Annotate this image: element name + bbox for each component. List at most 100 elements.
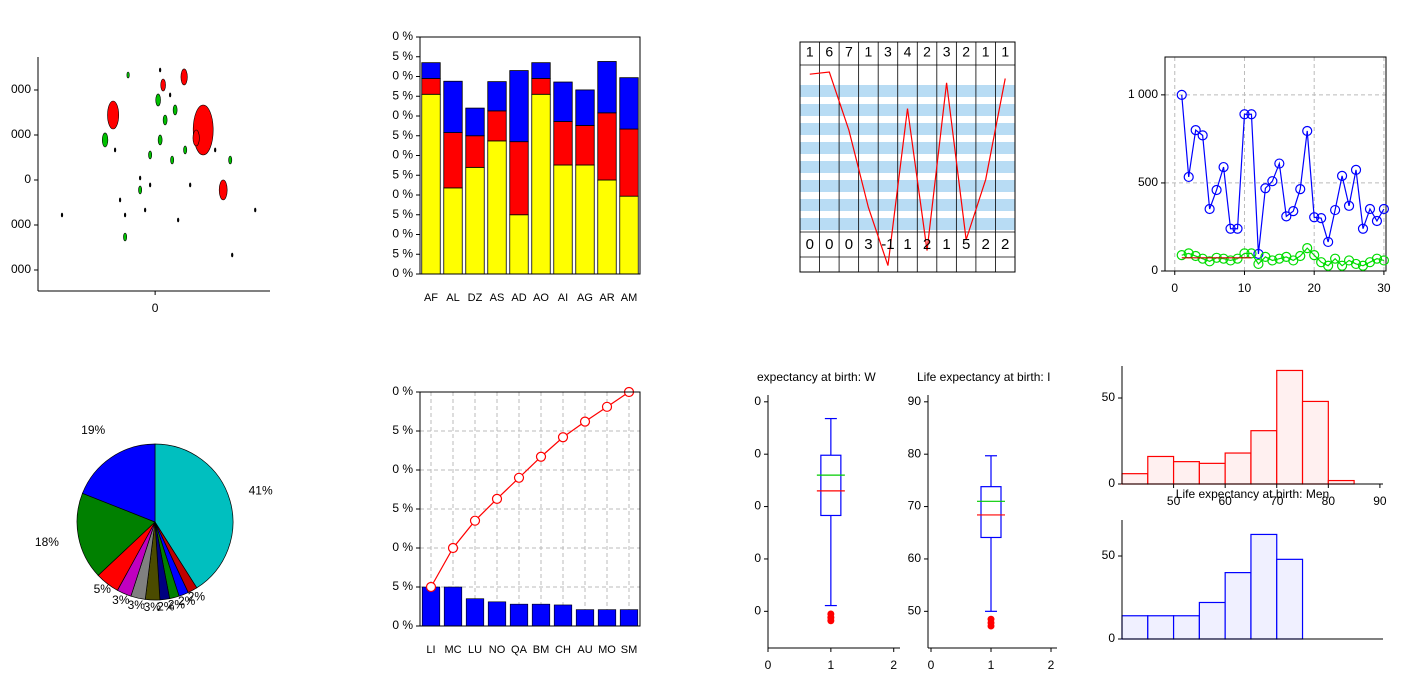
table-header: 2 (962, 44, 970, 60)
point (1295, 183, 1306, 195)
y-tick-label: 5 % (392, 167, 413, 181)
pie-slice (154, 443, 234, 589)
slice-label: 2% (188, 590, 206, 604)
point (1197, 253, 1208, 264)
x-tick-label: 50 (1167, 494, 1181, 508)
point (1218, 253, 1229, 264)
x-tick-label: 2 (1048, 658, 1055, 672)
bar-segment (509, 70, 529, 143)
table-header: 2 (923, 44, 931, 60)
histogram-bar (1172, 461, 1200, 485)
bubble (148, 150, 153, 160)
point (1267, 255, 1278, 266)
bar-segment (575, 164, 595, 275)
bubble (126, 71, 130, 79)
table-footer: 1 (903, 236, 911, 253)
x-tick-label: AS (490, 292, 505, 304)
y-tick-label: 0 % (392, 266, 413, 280)
plot-frame (419, 36, 641, 275)
bubble (189, 182, 192, 188)
x-tick-label: 0 (152, 301, 159, 315)
point (1197, 130, 1208, 141)
pie-slice (76, 492, 156, 576)
bar (421, 586, 441, 627)
bar-segment (531, 93, 551, 275)
x-tick-label: DZ (468, 292, 483, 304)
point (1336, 260, 1348, 271)
bubble (113, 147, 117, 153)
y-tick-label: 5 % (392, 423, 413, 437)
y-tick-label: 0 (754, 604, 761, 618)
point (491, 493, 503, 504)
point (1378, 203, 1390, 215)
table-footer: -1 (881, 236, 894, 253)
table-header: 3 (943, 44, 951, 60)
bar-segment (575, 89, 595, 126)
bubble (170, 155, 175, 165)
x-tick-label: 80 (1322, 494, 1336, 508)
point (579, 416, 591, 427)
bar-segment (619, 195, 639, 275)
bar (575, 609, 595, 627)
bar-segment (421, 78, 441, 95)
histogram-bar (1250, 430, 1278, 485)
histogram-bar (1198, 462, 1226, 485)
y-tick-label: 0 % (392, 540, 413, 554)
slice-label: 3% (112, 593, 130, 607)
bubble (149, 182, 152, 188)
cell-shade (800, 142, 1015, 154)
point (1316, 213, 1327, 224)
point (601, 401, 613, 412)
point (1309, 212, 1320, 223)
y-tick-label: 000 (11, 82, 31, 96)
bar (531, 603, 551, 627)
bar-segment (553, 121, 573, 166)
bubble (172, 104, 178, 116)
x-axis-label: Life expectancy at birth: Men (1176, 487, 1329, 501)
bubble (155, 93, 161, 107)
bar-segment (443, 80, 463, 133)
y-tick-label: 5 % (392, 128, 413, 142)
y-tick-label: 0 (1151, 263, 1158, 277)
point (1253, 248, 1264, 260)
bar-segment (619, 128, 639, 197)
table-header: 1 (806, 44, 814, 60)
y-tick-label: 70 (908, 499, 922, 513)
y-tick-label: 5 % (392, 246, 413, 260)
x-tick-label: MO (598, 644, 616, 656)
point (1232, 253, 1243, 264)
histogram-bar (1327, 479, 1355, 485)
histogram-bar (1276, 369, 1304, 485)
y-tick-label: 50 (908, 604, 922, 618)
data-line (809, 71, 1006, 266)
point (1232, 223, 1243, 234)
bubble (101, 132, 109, 148)
table-header: 7 (845, 44, 853, 60)
point (1274, 158, 1285, 169)
y-tick-label: 5 % (392, 88, 413, 102)
table-header: 3 (884, 44, 892, 60)
x-tick-label: 70 (1270, 494, 1284, 508)
point (513, 472, 525, 483)
slice-label: 18% (35, 535, 59, 549)
pie-slice (82, 443, 156, 523)
histogram-bar (1121, 615, 1149, 640)
bar-segment (487, 110, 507, 142)
x-tick-label: AI (558, 292, 568, 304)
table-footer: 1 (942, 236, 950, 253)
bar-segment (597, 61, 617, 114)
point (1295, 250, 1306, 262)
y-tick-label: 0 % (392, 618, 413, 632)
point (1281, 211, 1292, 222)
point (1371, 253, 1383, 264)
point (1274, 253, 1285, 264)
y-tick-label: 0 (1108, 476, 1115, 490)
x-tick-label: NO (489, 644, 506, 656)
y-tick-label: 000 (11, 262, 31, 276)
histogram-bar (1224, 572, 1252, 640)
point (1350, 164, 1362, 176)
x-tick-label: SM (621, 644, 638, 656)
table-header: 1 (982, 44, 990, 60)
table-header: 1 (865, 44, 873, 60)
